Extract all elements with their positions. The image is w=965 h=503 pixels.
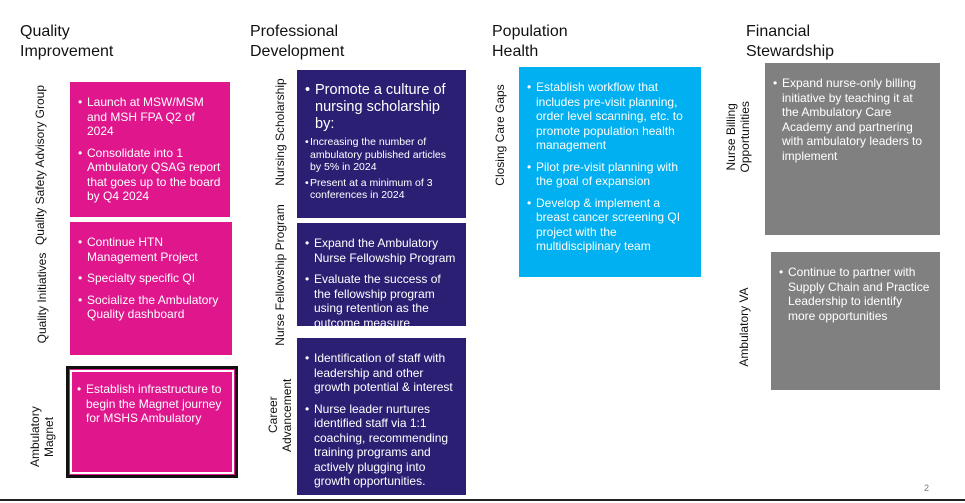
- bullet-item: Socialize the Ambulatory Quality dashboa…: [78, 293, 224, 322]
- section-box: Establish infrastructure to begin the Ma…: [66, 366, 238, 478]
- section-box: Launch at MSW/MSM and MSH FPA Q2 of 2024…: [70, 82, 230, 217]
- section-box: Expand the Ambulatory Nurse Fellowship P…: [297, 223, 466, 330]
- section-label: Nurse Fellowship Program: [273, 204, 287, 346]
- bullet-item: Expand the Ambulatory Nurse Fellowship P…: [305, 236, 458, 265]
- section-label: Ambulatory Magnet: [28, 406, 56, 468]
- section-label: Closing Care Gaps: [493, 84, 507, 186]
- bullet-item: Develop & implement a breast cancer scre…: [527, 196, 693, 254]
- bullet-item: Launch at MSW/MSM and MSH FPA Q2 of 2024: [78, 95, 222, 139]
- section-label: Ambulatory VA: [737, 287, 751, 367]
- bullet-list: Establish infrastructure to begin the Ma…: [77, 382, 227, 426]
- bullet-item: Continue HTN Management Project: [78, 235, 224, 264]
- section-box: Expand nurse-only billing initiative by …: [765, 63, 940, 235]
- section-box: Continue HTN Management Project Specialty…: [70, 222, 232, 355]
- bullet: •: [305, 82, 311, 98]
- column-title: Population Health: [492, 23, 568, 60]
- bullet-item: Consolidate into 1 Ambulatory QSAG repor…: [78, 146, 222, 204]
- footer-rule: [0, 499, 965, 501]
- section-box: Continue to partner with Supply Chain an…: [771, 252, 940, 390]
- bullet-item: Evaluate the success of the fellowship p…: [305, 272, 458, 330]
- lead: Promote a culture of nursing scholarship…: [315, 82, 446, 132]
- bullet-item: Increasing the number of ambulatory publ…: [305, 136, 458, 174]
- bullet-list: Continue to partner with Supply Chain an…: [779, 265, 932, 323]
- bullet-list: Continue HTN Management Project Specialty…: [78, 235, 224, 322]
- section-box: • Promote a culture of nursing scholarshi…: [297, 70, 466, 218]
- lead-text: • Promote a culture of nursing scholarshi…: [305, 82, 458, 133]
- bullet-item: Nurse leader nurtures identified staff v…: [305, 402, 458, 489]
- section-label: Career Advancement: [266, 378, 294, 452]
- section-label: Nursing Scholarship: [273, 78, 287, 186]
- bullet-list: Increasing the number of ambulatory publ…: [305, 136, 458, 202]
- column-title: Quality Improvement: [20, 23, 114, 60]
- bullet-list: Expand nurse-only billing initiative by …: [773, 76, 932, 163]
- bullet-item: Establish infrastructure to begin the Ma…: [77, 382, 227, 426]
- page-number: 2: [924, 483, 930, 493]
- bullet-list: Establish workflow that includes pre-vis…: [527, 80, 693, 254]
- section-box: Establish workflow that includes pre-vis…: [519, 67, 701, 277]
- bullet-item: Present at a minimum of 3 conferences in…: [305, 177, 458, 202]
- bullet-list: Expand the Ambulatory Nurse Fellowship P…: [305, 236, 458, 330]
- bullet-item: Establish workflow that includes pre-vis…: [527, 80, 693, 153]
- bullet-list: Identification of staff with leadership …: [305, 351, 458, 489]
- column-title: Professional Development: [250, 23, 345, 60]
- bullet-list: Launch at MSW/MSM and MSH FPA Q2 of 2024…: [78, 95, 222, 204]
- bullet-item: Identification of staff with leadership …: [305, 351, 458, 395]
- section-label: Quality Initiatives: [35, 252, 49, 344]
- section-label: Quality Safety Advisory Group: [33, 84, 47, 246]
- bullet-item: Continue to partner with Supply Chain an…: [779, 265, 932, 323]
- column-title: Financial Stewardship: [746, 23, 835, 60]
- bullet-item: Pilot pre-visit planning with the goal o…: [527, 160, 693, 189]
- section-box: Identification of staff with leadership …: [297, 338, 466, 495]
- bullet-item: Specialty specific QI: [78, 271, 224, 286]
- bullet-item: Expand nurse-only billing initiative by …: [773, 76, 932, 163]
- section-label: Nurse Billing Opportunities: [724, 101, 752, 173]
